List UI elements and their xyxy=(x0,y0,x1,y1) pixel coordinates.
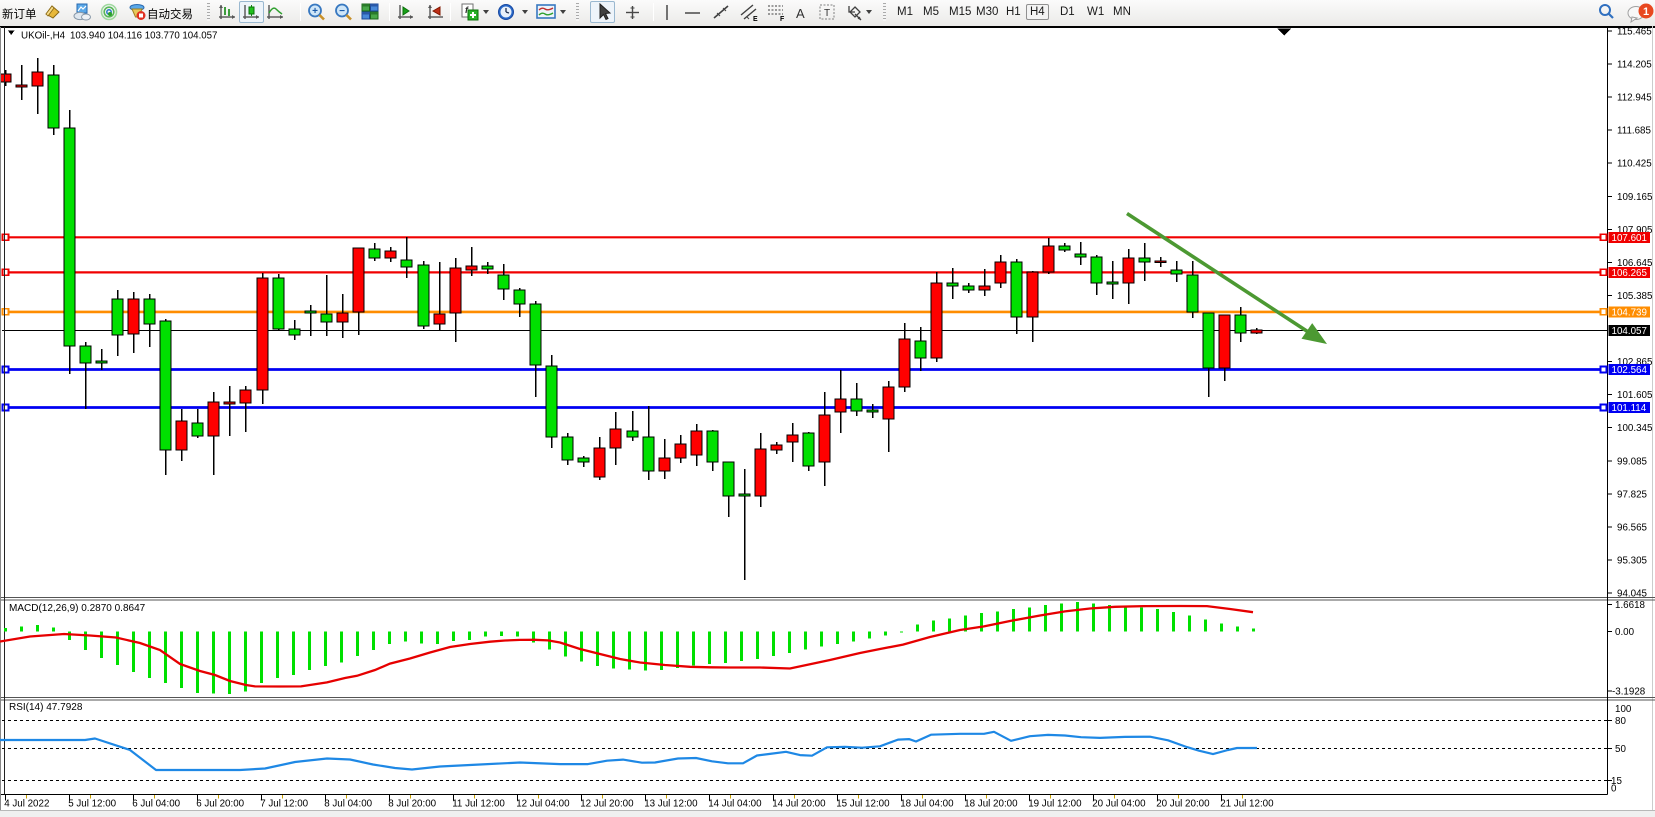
svg-text:96.565: 96.565 xyxy=(1617,522,1648,533)
svg-text:19 Jul 12:00: 19 Jul 12:00 xyxy=(1028,799,1082,810)
svg-text:112.945: 112.945 xyxy=(1617,93,1652,104)
svg-text:15: 15 xyxy=(1611,776,1622,787)
svg-text:97.825: 97.825 xyxy=(1617,489,1648,500)
svg-text:107.601: 107.601 xyxy=(1612,233,1647,244)
svg-text:21 Jul 12:00: 21 Jul 12:00 xyxy=(1220,799,1274,810)
svg-text:103.940 104.116 103.770 104.05: 103.940 104.116 103.770 104.057 xyxy=(70,31,217,42)
svg-text:102.564: 102.564 xyxy=(1612,365,1648,376)
svg-text:94.045: 94.045 xyxy=(1617,589,1648,600)
svg-text:6 Jul 04:00: 6 Jul 04:00 xyxy=(132,799,180,810)
svg-text:8 Jul 04:00: 8 Jul 04:00 xyxy=(324,799,372,810)
svg-text:-3.1928: -3.1928 xyxy=(1612,687,1646,698)
svg-text:110.425: 110.425 xyxy=(1617,159,1652,170)
svg-text:99.085: 99.085 xyxy=(1617,456,1648,467)
svg-text:14 Jul 20:00: 14 Jul 20:00 xyxy=(772,799,826,810)
svg-text:8 Jul 20:00: 8 Jul 20:00 xyxy=(388,799,436,810)
svg-text:18 Jul 20:00: 18 Jul 20:00 xyxy=(964,799,1018,810)
svg-text:F: F xyxy=(780,16,785,22)
svg-text:14 Jul 04:00: 14 Jul 04:00 xyxy=(708,799,762,810)
svg-text:MACD(12,26,9) 0.2870 0.8647: MACD(12,26,9) 0.2870 0.8647 xyxy=(9,603,146,614)
svg-text:80: 80 xyxy=(1615,716,1626,727)
svg-text:20 Jul 04:00: 20 Jul 04:00 xyxy=(1092,799,1146,810)
svg-text:4 Jul 2022: 4 Jul 2022 xyxy=(4,799,49,810)
svg-text:111.685: 111.685 xyxy=(1617,126,1652,137)
svg-text:1: 1 xyxy=(1643,6,1649,18)
svg-text:100: 100 xyxy=(1615,704,1632,715)
svg-text:RSI(14) 47.7928: RSI(14) 47.7928 xyxy=(9,702,83,713)
svg-text:95.305: 95.305 xyxy=(1617,555,1648,566)
svg-text:105.385: 105.385 xyxy=(1617,291,1653,302)
svg-text:11 Jul 12:00: 11 Jul 12:00 xyxy=(452,799,505,810)
svg-text:107.905: 107.905 xyxy=(1617,225,1653,236)
svg-text:12 Jul 04:00: 12 Jul 04:00 xyxy=(516,799,570,810)
svg-text:−: − xyxy=(339,6,345,17)
svg-text:104.739: 104.739 xyxy=(1612,308,1647,319)
svg-text:106.265: 106.265 xyxy=(1612,268,1648,279)
svg-text:102.865: 102.865 xyxy=(1617,357,1653,368)
svg-text:UKOil-,H4: UKOil-,H4 xyxy=(21,31,66,42)
svg-text:E: E xyxy=(753,16,758,22)
svg-text:101.605: 101.605 xyxy=(1617,390,1653,401)
svg-text:101.114: 101.114 xyxy=(1612,403,1647,414)
svg-text:104.057: 104.057 xyxy=(1612,326,1647,337)
svg-text:115.465: 115.465 xyxy=(1617,27,1652,38)
svg-text:50: 50 xyxy=(1615,744,1626,755)
svg-text:5 Jul 12:00: 5 Jul 12:00 xyxy=(68,799,116,810)
svg-text:+: + xyxy=(312,6,318,17)
svg-text:18 Jul 04:00: 18 Jul 04:00 xyxy=(900,799,954,810)
svg-text:15 Jul 12:00: 15 Jul 12:00 xyxy=(836,799,890,810)
svg-text:f: f xyxy=(465,5,469,15)
svg-text:7 Jul 12:00: 7 Jul 12:00 xyxy=(260,799,308,810)
svg-text:109.165: 109.165 xyxy=(1617,192,1653,203)
svg-text:20 Jul 20:00: 20 Jul 20:00 xyxy=(1156,799,1210,810)
svg-text:0: 0 xyxy=(1611,784,1617,795)
svg-text:1.6618: 1.6618 xyxy=(1615,600,1646,611)
svg-text:0.00: 0.00 xyxy=(1615,627,1635,638)
svg-text:114.205: 114.205 xyxy=(1617,60,1652,71)
svg-text:106.645: 106.645 xyxy=(1617,258,1653,269)
svg-text:13 Jul 12:00: 13 Jul 12:00 xyxy=(644,799,698,810)
svg-text:100.345: 100.345 xyxy=(1617,423,1653,434)
svg-text:12 Jul 20:00: 12 Jul 20:00 xyxy=(580,799,634,810)
svg-text:6 Jul 20:00: 6 Jul 20:00 xyxy=(196,799,244,810)
svg-text:T: T xyxy=(824,8,830,19)
